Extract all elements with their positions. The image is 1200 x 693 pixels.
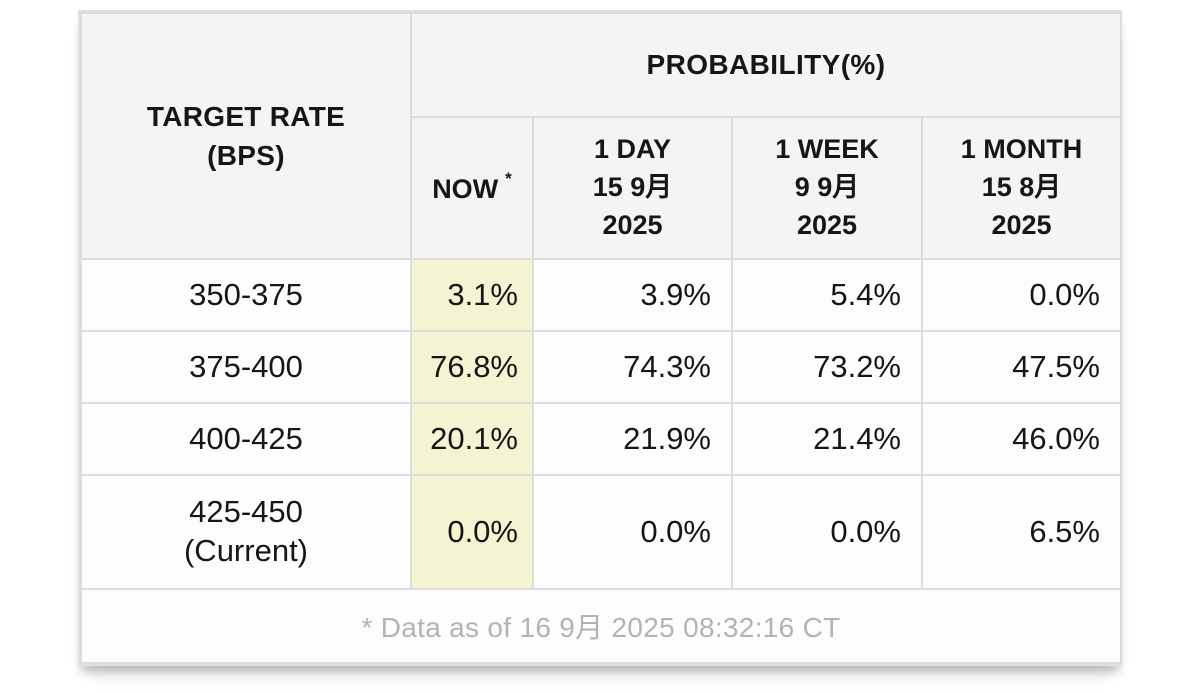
column-header-1week: 1 WEEK 9 9月 2025 [731, 116, 923, 260]
target-rate-header: TARGET RATE (BPS) [80, 12, 412, 260]
table-row: 400-425 20.1% 21.9% 21.4% 46.0% [80, 402, 1122, 476]
now-label: NOW [432, 174, 499, 205]
footnote-asterisk: * [505, 169, 512, 189]
now-value-cell: 0.0% [410, 474, 534, 590]
target-rate-cell: 375-400 [80, 330, 412, 404]
probability-header: PROBABILITY(%) [410, 12, 1122, 118]
target-rate-cell: 425-450 (Current) [80, 474, 412, 590]
data-as-of-footnote: * Data as of 16 9月 2025 08:32:16 CT [80, 588, 1122, 664]
one-month-value-cell: 0.0% [921, 258, 1122, 332]
one-day-value-cell: 74.3% [532, 330, 733, 404]
now-value-cell: 3.1% [410, 258, 534, 332]
probability-table: TARGET RATE (BPS) PROBABILITY(%) NOW * 1 … [80, 12, 1122, 664]
one-month-value-cell: 6.5% [921, 474, 1122, 590]
header-row-top: TARGET RATE (BPS) PROBABILITY(%) [80, 12, 1122, 260]
table-row: 350-375 3.1% 3.9% 5.4% 0.0% [80, 258, 1122, 332]
header-row-columns: NOW * 1 DAY 15 9月 2025 1 WEEK 9 9月 2025 1… [81, 116, 1122, 260]
one-week-value-cell: 5.4% [731, 258, 923, 332]
column-header-1day: 1 DAY 15 9月 2025 [532, 116, 733, 260]
target-rate-cell: 400-425 [80, 402, 412, 476]
one-day-value-cell: 0.0% [532, 474, 733, 590]
column-header-now: NOW * [410, 116, 534, 260]
now-value-cell: 76.8% [410, 330, 534, 404]
now-value-cell: 20.1% [410, 402, 534, 476]
target-rate-cell: 350-375 [80, 258, 412, 332]
table-row: 375-400 76.8% 74.3% 73.2% 47.5% [80, 330, 1122, 404]
one-week-value-cell: 21.4% [731, 402, 923, 476]
one-week-value-cell: 0.0% [731, 474, 923, 590]
table-row-current: 425-450 (Current) 0.0% 0.0% 0.0% 6.5% [80, 474, 1122, 590]
one-day-value-cell: 21.9% [532, 402, 733, 476]
one-week-value-cell: 73.2% [731, 330, 923, 404]
one-month-value-cell: 47.5% [921, 330, 1122, 404]
one-month-value-cell: 46.0% [921, 402, 1122, 476]
column-header-1month: 1 MONTH 15 8月 2025 [921, 116, 1122, 260]
footnote-row: * Data as of 16 9月 2025 08:32:16 CT [80, 588, 1122, 664]
rate-probability-table-card: TARGET RATE (BPS) PROBABILITY(%) NOW * 1 … [78, 10, 1122, 666]
one-day-value-cell: 3.9% [532, 258, 733, 332]
